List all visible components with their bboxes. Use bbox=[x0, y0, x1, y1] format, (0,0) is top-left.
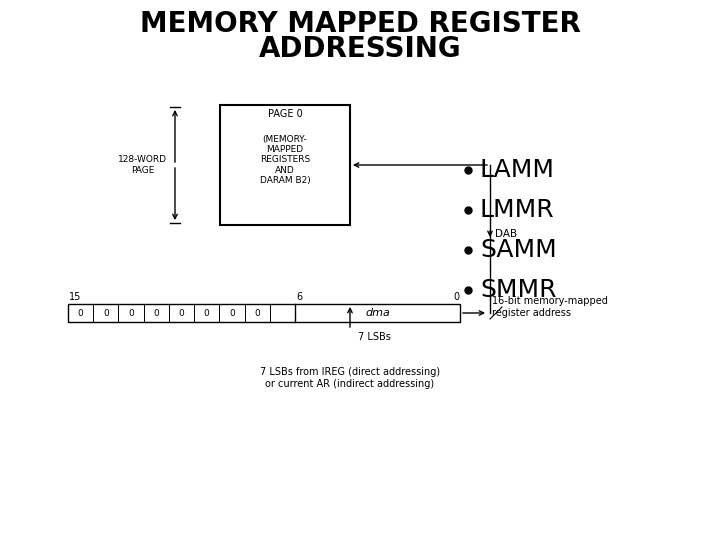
Text: 15: 15 bbox=[69, 292, 81, 302]
Text: SAMM: SAMM bbox=[480, 238, 557, 262]
Bar bbox=[68, 304, 460, 322]
Text: LMMR: LMMR bbox=[480, 198, 554, 222]
Text: dma: dma bbox=[365, 308, 390, 318]
Text: 0: 0 bbox=[453, 292, 459, 302]
Text: 0: 0 bbox=[229, 308, 235, 318]
Text: 0: 0 bbox=[103, 308, 109, 318]
Text: MEMORY MAPPED REGISTER: MEMORY MAPPED REGISTER bbox=[140, 10, 580, 38]
Text: 16-bit memory-mapped
register address: 16-bit memory-mapped register address bbox=[492, 296, 608, 318]
Text: ADDRESSING: ADDRESSING bbox=[258, 35, 462, 63]
Text: 0: 0 bbox=[128, 308, 134, 318]
Text: 7 LSBs: 7 LSBs bbox=[358, 332, 391, 342]
Text: (MEMORY-
MAPPED
REGISTERS
AND
DARAM B2): (MEMORY- MAPPED REGISTERS AND DARAM B2) bbox=[260, 134, 310, 185]
Text: 0: 0 bbox=[78, 308, 84, 318]
Text: 0: 0 bbox=[179, 308, 184, 318]
Text: 0: 0 bbox=[153, 308, 159, 318]
Text: 6: 6 bbox=[296, 292, 302, 302]
Text: 0: 0 bbox=[254, 308, 260, 318]
Text: SMMR: SMMR bbox=[480, 278, 557, 302]
Text: 0: 0 bbox=[204, 308, 210, 318]
Text: LAMM: LAMM bbox=[480, 158, 555, 182]
Bar bbox=[220, 105, 350, 225]
Text: DAB: DAB bbox=[495, 229, 517, 239]
Text: PAGE 0: PAGE 0 bbox=[268, 109, 302, 119]
Text: 128-WORD
PAGE: 128-WORD PAGE bbox=[118, 156, 167, 175]
Text: 7 LSBs from IREG (direct addressing)
or current AR (indirect addressing): 7 LSBs from IREG (direct addressing) or … bbox=[260, 367, 440, 389]
